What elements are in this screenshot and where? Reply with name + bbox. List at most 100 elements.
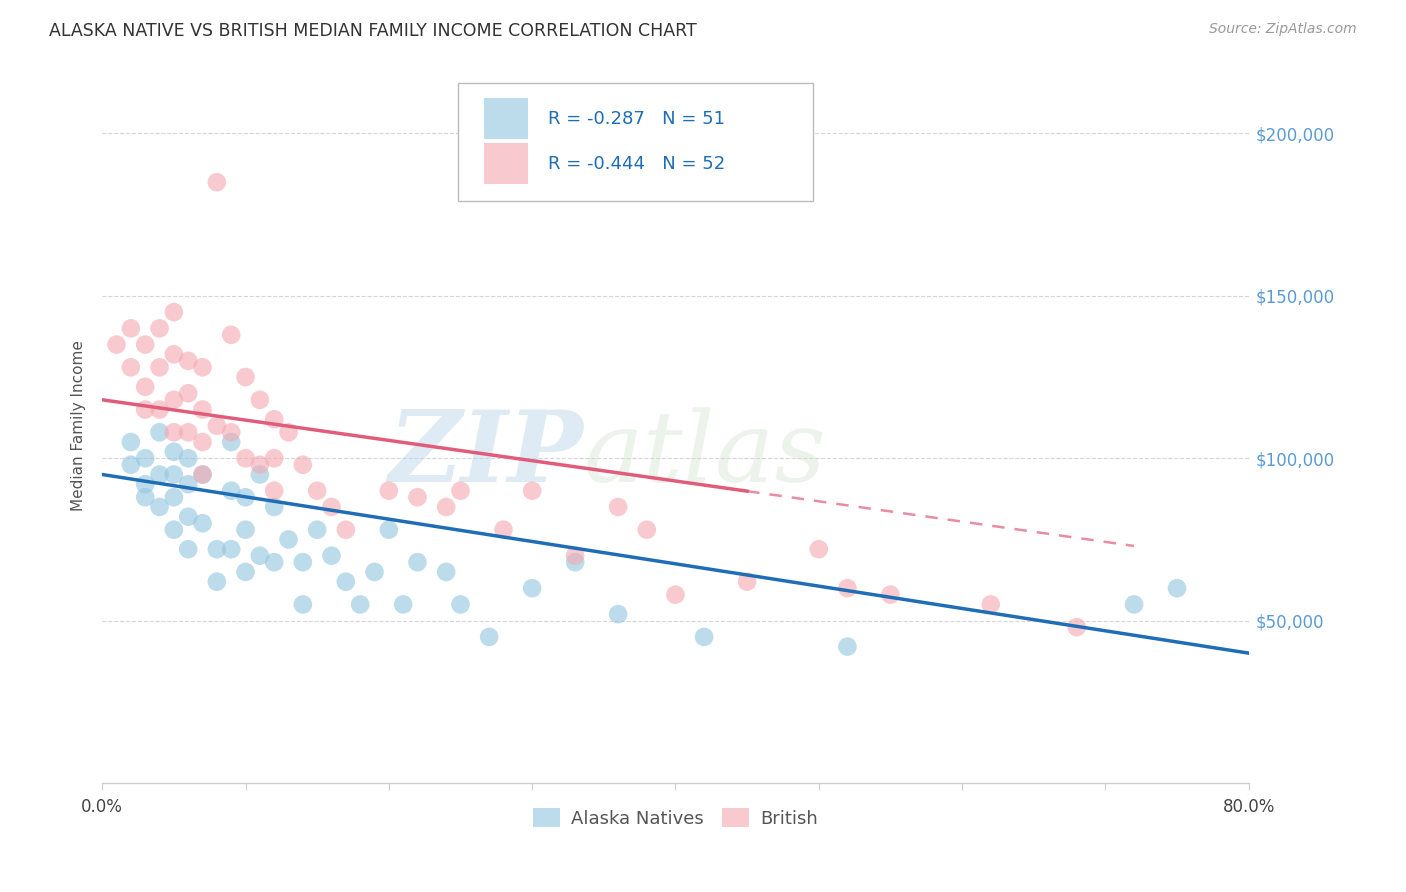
Point <box>291 458 314 472</box>
Point <box>406 555 429 569</box>
Point <box>163 467 186 482</box>
Point <box>450 483 472 498</box>
Point <box>134 451 156 466</box>
Text: R = -0.444   N = 52: R = -0.444 N = 52 <box>548 154 725 172</box>
Text: Source: ZipAtlas.com: Source: ZipAtlas.com <box>1209 22 1357 37</box>
Point <box>307 483 329 498</box>
Point <box>664 588 686 602</box>
Point <box>191 467 214 482</box>
Point <box>163 444 186 458</box>
Point <box>205 175 228 189</box>
Point <box>693 630 716 644</box>
Point <box>1123 598 1146 612</box>
Point <box>321 549 343 563</box>
Point <box>406 490 429 504</box>
Point <box>607 500 630 514</box>
Point <box>263 451 285 466</box>
Point <box>219 425 242 440</box>
Point <box>120 435 142 450</box>
Point <box>492 523 515 537</box>
Point <box>235 565 257 579</box>
Point <box>434 565 457 579</box>
Point <box>291 598 314 612</box>
Point <box>177 354 200 368</box>
Point <box>134 477 156 491</box>
Point <box>235 451 257 466</box>
Point <box>177 542 200 557</box>
Point <box>148 321 170 335</box>
Point <box>191 402 214 417</box>
Point <box>134 380 156 394</box>
Point <box>335 574 357 589</box>
Point <box>1166 581 1188 595</box>
Point <box>837 640 859 654</box>
Point <box>163 425 186 440</box>
Point <box>520 581 543 595</box>
Point <box>177 509 200 524</box>
FancyBboxPatch shape <box>457 83 813 201</box>
Point <box>134 402 156 417</box>
Point <box>120 321 142 335</box>
Point <box>335 523 357 537</box>
Point <box>636 523 658 537</box>
Point <box>263 483 285 498</box>
Point <box>837 581 859 595</box>
Point <box>277 533 299 547</box>
Point <box>980 598 1002 612</box>
Point <box>191 435 214 450</box>
Point <box>191 467 214 482</box>
Point <box>450 598 472 612</box>
Point <box>191 516 214 531</box>
Point <box>148 360 170 375</box>
Point <box>177 386 200 401</box>
Point <box>235 523 257 537</box>
Point <box>219 542 242 557</box>
Point <box>205 542 228 557</box>
Text: ZIP: ZIP <box>388 406 583 502</box>
Point <box>263 500 285 514</box>
Point <box>307 523 329 537</box>
Bar <box>484 143 527 185</box>
Point <box>249 392 271 407</box>
Point <box>249 549 271 563</box>
Point <box>134 490 156 504</box>
Point <box>735 574 758 589</box>
Point <box>148 500 170 514</box>
Point <box>520 483 543 498</box>
Point <box>378 523 401 537</box>
Point <box>249 458 271 472</box>
Point <box>434 500 457 514</box>
Text: ALASKA NATIVE VS BRITISH MEDIAN FAMILY INCOME CORRELATION CHART: ALASKA NATIVE VS BRITISH MEDIAN FAMILY I… <box>49 22 697 40</box>
Legend: Alaska Natives, British: Alaska Natives, British <box>526 801 825 835</box>
Point <box>607 607 630 622</box>
Point <box>235 370 257 384</box>
Point <box>148 467 170 482</box>
Point <box>321 500 343 514</box>
Point <box>120 360 142 375</box>
Point <box>564 555 586 569</box>
Point <box>163 305 186 319</box>
Point <box>879 588 901 602</box>
Point <box>378 483 401 498</box>
Point <box>277 425 299 440</box>
Point <box>1066 620 1088 634</box>
Point <box>205 574 228 589</box>
Text: R = -0.287   N = 51: R = -0.287 N = 51 <box>548 110 725 128</box>
Point <box>349 598 371 612</box>
Bar <box>484 98 527 139</box>
Point <box>163 392 186 407</box>
Point <box>205 418 228 433</box>
Point <box>120 458 142 472</box>
Text: atlas: atlas <box>583 407 827 502</box>
Point <box>163 490 186 504</box>
Point <box>564 549 586 563</box>
Point <box>163 523 186 537</box>
Point <box>134 337 156 351</box>
Point <box>148 402 170 417</box>
Point <box>191 360 214 375</box>
Y-axis label: Median Family Income: Median Family Income <box>72 341 86 511</box>
Point <box>235 490 257 504</box>
Point <box>177 451 200 466</box>
Point <box>163 347 186 361</box>
Point <box>363 565 385 579</box>
